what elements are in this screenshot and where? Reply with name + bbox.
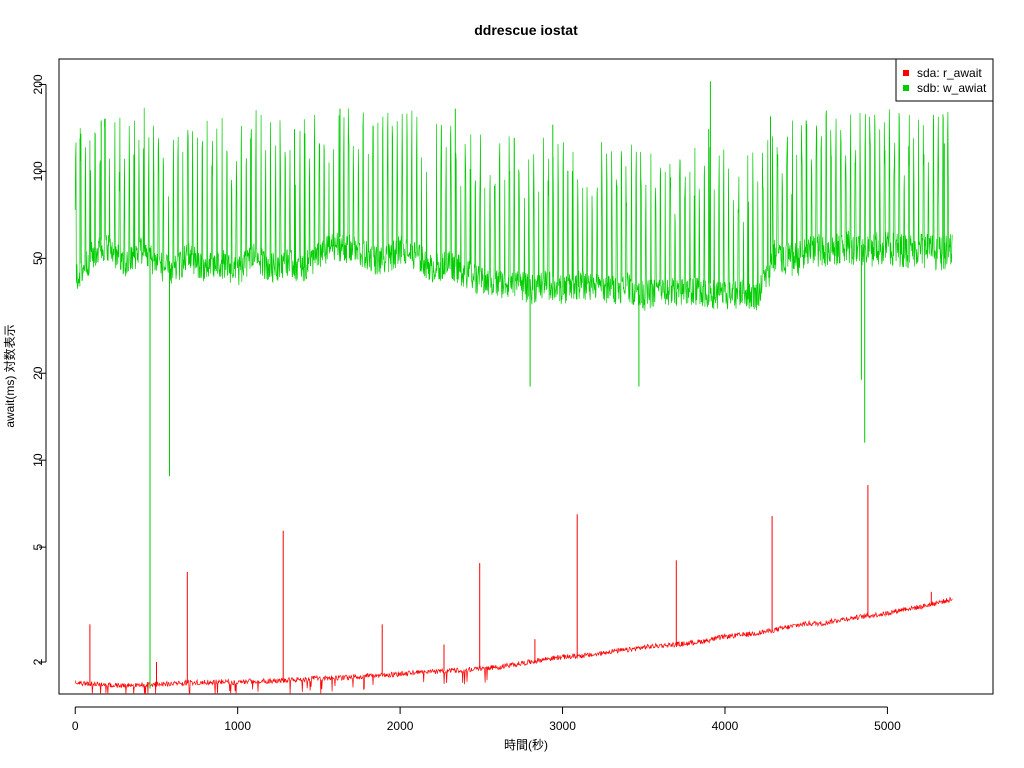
- series-layer: [74, 81, 953, 694]
- y-tick-label: 200: [31, 74, 45, 94]
- x-tick-label: 2000: [387, 719, 414, 733]
- series-line-sda-r-await: [74, 596, 953, 694]
- x-axis-label: 時間(秒): [504, 738, 548, 752]
- x-axis: 0 1000 2000 3000 4000 5000: [72, 706, 901, 733]
- series-sdb-w-awiat: [74, 107, 953, 311]
- series-line-sdb-w-awiat: [74, 107, 953, 311]
- legend-label: sda: r_await: [917, 66, 982, 80]
- y-tick-label: 5: [31, 543, 45, 550]
- series-sda-r-await: [74, 596, 953, 694]
- x-tick-label: 0: [72, 719, 79, 733]
- chart-title: ddrescue iostat: [474, 22, 578, 38]
- y-axis-label: await(ms) 対数表示: [2, 324, 17, 427]
- legend-swatch: [903, 70, 909, 76]
- legend-box: [895, 58, 994, 102]
- x-tick-label: 5000: [874, 719, 901, 733]
- x-tick-label: 3000: [549, 719, 576, 733]
- y-tick-label: 20: [31, 366, 45, 380]
- legend-swatch: [903, 85, 909, 91]
- y-tick-label: 2: [31, 658, 45, 665]
- x-tick-label: 4000: [712, 719, 739, 733]
- y-tick-label: 50: [31, 251, 45, 265]
- y-axis: 2 5 10 20 50 100 200: [31, 74, 47, 665]
- plot-frame: [58, 58, 994, 695]
- x-tick-label: 1000: [224, 719, 251, 733]
- legend-label: sdb: w_awiat: [917, 81, 987, 95]
- y-tick-label: 100: [31, 161, 45, 181]
- y-tick-label: 10: [31, 453, 45, 467]
